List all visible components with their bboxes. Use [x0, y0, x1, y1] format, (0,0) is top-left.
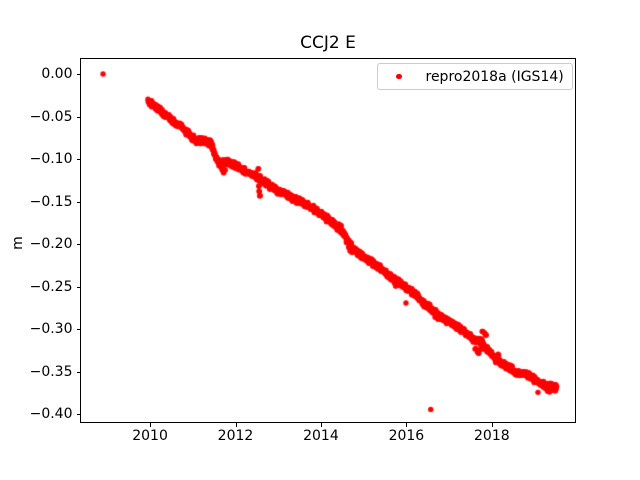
- y-tick-label: −0.05: [29, 108, 73, 125]
- y-tick-mark: [76, 73, 80, 75]
- x-tick-mark: [406, 423, 408, 427]
- y-tick-mark: [76, 244, 80, 246]
- y-tick-label: −0.40: [29, 406, 73, 423]
- x-tick-label: 2012: [217, 428, 254, 444]
- x-tick-label: 2014: [303, 428, 339, 444]
- y-tick-mark: [76, 201, 80, 203]
- y-tick-mark: [76, 329, 80, 331]
- y-tick-label: −0.20: [29, 236, 73, 253]
- y-tick-mark: [76, 286, 80, 288]
- x-tick-mark: [235, 423, 237, 427]
- y-tick-mark: [76, 371, 80, 373]
- y-tick-label: −0.35: [29, 363, 73, 380]
- y-tick-label: −0.10: [29, 151, 73, 168]
- legend-marker-dot-icon: [396, 73, 402, 80]
- y-tick-label: −0.15: [29, 193, 73, 210]
- y-tick-mark: [76, 116, 80, 118]
- x-tick-mark: [320, 423, 322, 427]
- x-tick-label: 2016: [388, 428, 425, 444]
- legend-entry-label: repro2018a (IGS14): [425, 68, 564, 85]
- x-tick-mark: [491, 423, 493, 427]
- x-tick-label: 2018: [474, 428, 510, 444]
- x-tick-label: 2010: [132, 428, 168, 444]
- y-tick-mark: [76, 159, 80, 161]
- y-tick-label: −0.30: [29, 321, 73, 338]
- y-tick-label: −0.25: [29, 278, 73, 295]
- y-tick-mark: [76, 414, 80, 416]
- legend: repro2018a (IGS14): [377, 63, 573, 90]
- x-tick-mark: [150, 423, 152, 427]
- y-tick-label: 0.00: [41, 65, 73, 82]
